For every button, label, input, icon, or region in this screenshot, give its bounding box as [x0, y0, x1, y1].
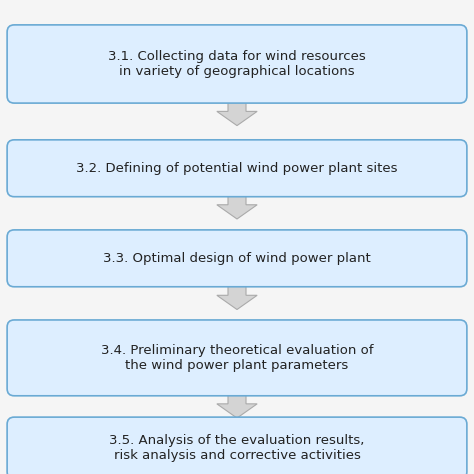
Polygon shape — [217, 281, 257, 310]
Polygon shape — [217, 97, 257, 126]
Text: 3.2. Defining of potential wind power plant sites: 3.2. Defining of potential wind power pl… — [76, 162, 398, 175]
Polygon shape — [217, 191, 257, 219]
Text: 3.3. Optimal design of wind power plant: 3.3. Optimal design of wind power plant — [103, 252, 371, 265]
FancyBboxPatch shape — [7, 230, 467, 287]
Text: 3.1. Collecting data for wind resources
in variety of geographical locations: 3.1. Collecting data for wind resources … — [108, 50, 366, 78]
Text: 3.4. Preliminary theoretical evaluation of
the wind power plant parameters: 3.4. Preliminary theoretical evaluation … — [101, 344, 373, 372]
Polygon shape — [217, 390, 257, 418]
FancyBboxPatch shape — [7, 320, 467, 396]
FancyBboxPatch shape — [7, 140, 467, 197]
Text: 3.5. Analysis of the evaluation results,
risk analysis and corrective activities: 3.5. Analysis of the evaluation results,… — [109, 434, 365, 462]
FancyBboxPatch shape — [7, 25, 467, 103]
FancyBboxPatch shape — [7, 417, 467, 474]
